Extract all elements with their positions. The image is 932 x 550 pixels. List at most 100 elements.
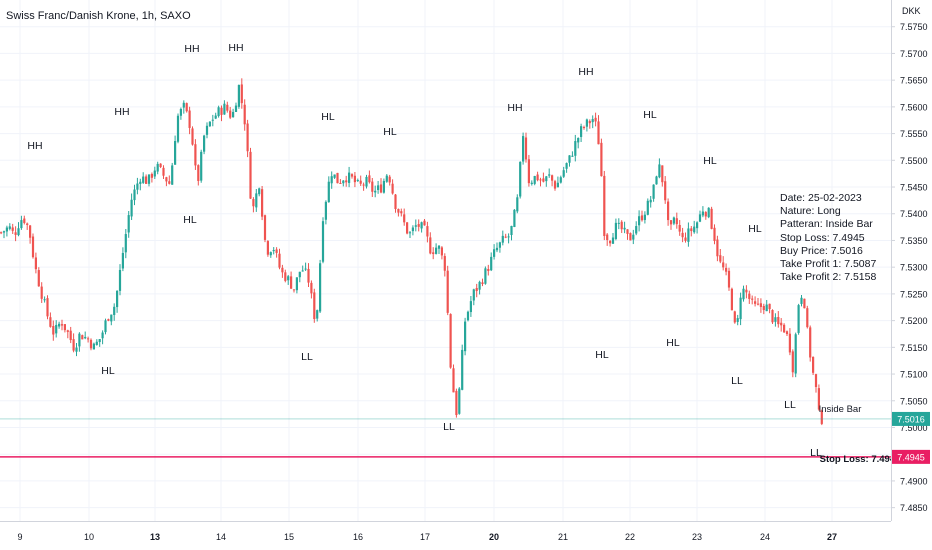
candle-body — [458, 388, 461, 414]
candle-body — [533, 176, 536, 184]
candle-body — [730, 288, 733, 311]
candle-body — [110, 314, 113, 322]
price-axis[interactable]: DKK 7.5750 7.5700 7.5650 7.5600 7.5550 7.5500 7… — [891, 0, 930, 521]
candle-body — [455, 390, 458, 416]
candle-body — [377, 185, 380, 191]
candle-body — [174, 141, 177, 165]
candle-body — [63, 324, 66, 331]
candle-body — [443, 256, 446, 271]
candle-body — [614, 222, 617, 239]
y-tick-label: 7.5550 — [900, 129, 928, 139]
candle-body — [55, 324, 58, 334]
candle-body — [113, 306, 116, 316]
candle-body — [814, 374, 818, 388]
candle-body — [501, 235, 504, 243]
y-tick-label: 7.5350 — [900, 236, 928, 246]
pattern-label: HH — [114, 106, 129, 118]
candle-body — [98, 339, 101, 343]
candle-body — [156, 163, 159, 172]
candle-body — [342, 180, 345, 184]
trade-note: Date: 25-02-2023 Nature: Long Patteran: … — [780, 192, 876, 284]
candle-body — [263, 215, 267, 240]
candle-body — [693, 226, 696, 233]
candle-body — [632, 234, 635, 240]
candle-body — [281, 267, 284, 273]
candle-body — [675, 218, 678, 225]
x-tick-label: 9 — [17, 532, 22, 542]
candle-body — [69, 330, 72, 341]
candle-body — [487, 268, 490, 271]
candle-body — [321, 221, 325, 262]
candle-body — [40, 286, 43, 299]
pattern-label: HL — [595, 349, 609, 361]
candle-body — [707, 207, 710, 218]
candle-body — [420, 222, 423, 229]
pattern-label: Stop Loss: 7.4945 — [820, 454, 901, 465]
candle-body — [255, 193, 258, 208]
y-tick-label: 7.5200 — [900, 316, 928, 326]
candle-body — [785, 331, 789, 335]
candle-body — [495, 247, 499, 251]
candle-body — [185, 103, 188, 112]
pattern-label: Inside Bar — [819, 404, 862, 415]
candle-body — [226, 104, 229, 111]
candle-body — [748, 293, 751, 299]
candle-body — [197, 165, 200, 181]
candle-body — [368, 175, 371, 183]
candle-body — [716, 239, 719, 257]
candle-body — [116, 290, 119, 308]
candle-body — [556, 182, 559, 188]
candle-body — [658, 164, 661, 178]
candle-body — [542, 178, 545, 182]
candle-body — [426, 226, 429, 237]
candle-body — [638, 216, 641, 226]
candle-body — [324, 201, 327, 220]
candle-body — [66, 330, 69, 332]
candle-body — [812, 356, 815, 373]
pattern-label: LL — [443, 421, 455, 433]
candle-body — [301, 270, 304, 272]
candle-body — [681, 232, 684, 238]
candle-body — [733, 311, 736, 323]
candle-body — [261, 189, 264, 217]
candle-body — [194, 144, 197, 166]
candle-body — [408, 232, 412, 234]
candle-body — [777, 316, 780, 325]
candle-body — [295, 277, 298, 291]
candle-body — [617, 222, 620, 224]
candle-body — [11, 227, 14, 231]
candle-body — [191, 128, 194, 145]
candle-body — [629, 233, 632, 241]
x-tick-label: 17 — [420, 532, 430, 542]
candle-body — [203, 135, 206, 152]
candle-body — [34, 257, 37, 270]
y-tick-label: 7.5600 — [900, 102, 928, 112]
candle-body — [568, 155, 571, 163]
candle-body — [319, 263, 322, 312]
candle-body — [464, 321, 467, 352]
time-axis[interactable]: 9 10 13 14 15 16 17 20 21 22 23 24 27 — [0, 521, 891, 543]
candle-body — [774, 317, 777, 322]
y-tick-label: 7.5450 — [900, 183, 928, 193]
trade-date: Date: 25-02-2023 — [780, 192, 862, 204]
candle-body — [72, 339, 75, 351]
candle-body — [411, 227, 414, 232]
candle-body — [89, 339, 93, 349]
candle-body — [374, 190, 377, 193]
candle-body — [81, 335, 84, 340]
candle-body — [107, 319, 110, 321]
y-tick-label: 7.5150 — [900, 343, 928, 353]
candle-body — [469, 301, 472, 313]
candle-body — [49, 317, 52, 327]
candle-body — [553, 181, 557, 189]
candle-body — [229, 110, 232, 118]
y-tick-label: 7.5650 — [900, 76, 928, 86]
candle-body — [292, 289, 296, 291]
candle-body — [600, 142, 603, 177]
y-tick-label: 7.5500 — [900, 156, 928, 166]
candle-body — [127, 215, 130, 233]
candle-body — [101, 332, 104, 339]
y-tick-label: 7.5300 — [900, 263, 928, 273]
candle-body — [437, 245, 441, 249]
